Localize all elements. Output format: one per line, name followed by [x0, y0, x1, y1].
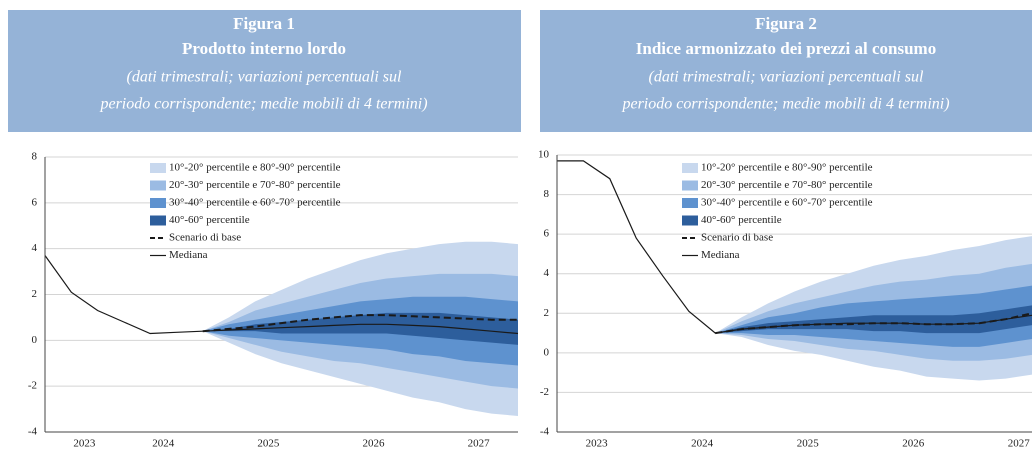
chart-note: periodo corrispondente; medie mobili di …	[621, 96, 949, 113]
legend-swatch	[150, 180, 166, 191]
legend-label: 20°-30° percentile e 70°-80° percentile	[701, 179, 873, 191]
x-tick-label: 2023	[73, 438, 96, 450]
legend-label: 10°-20° percentile e 80°-90° percentile	[169, 162, 341, 174]
legend-swatch	[682, 180, 698, 191]
x-tick-label: 2026	[902, 438, 925, 450]
legend-label: 30°-40° percentile e 60°-70° percentile	[701, 197, 873, 209]
x-tick-label: 2027	[1008, 438, 1031, 450]
legend-label: 40°-60° percentile	[701, 214, 782, 226]
x-tick-label: 2025	[257, 438, 280, 450]
legend-swatch	[150, 215, 166, 226]
legend-swatch	[150, 163, 166, 173]
y-tick-label: -4	[28, 426, 38, 438]
chart-title: Figura 1	[233, 14, 295, 33]
legend-label: 30°-40° percentile e 60°-70° percentile	[169, 197, 341, 209]
y-tick-label: 0	[544, 346, 550, 358]
chart-subtitle: Prodotto interno lordo	[182, 39, 346, 58]
y-tick-label: -2	[28, 380, 37, 392]
y-tick-label: 4	[544, 267, 550, 279]
y-tick-label: 2	[32, 288, 38, 300]
y-tick-label: -2	[540, 386, 549, 398]
series-line	[202, 314, 518, 333]
series-line	[557, 160, 1032, 334]
legend-label: 40°-60° percentile	[169, 214, 250, 226]
chart-subtitle: Indice armonizzato dei prezzi al consumo	[636, 39, 936, 58]
header-box	[540, 10, 1032, 132]
y-tick-label: 0	[32, 334, 38, 346]
y-tick-label: 8	[544, 188, 550, 200]
y-tick-label: 4	[32, 242, 38, 254]
y-tick-label: 10	[538, 149, 550, 161]
chart-note: (dati trimestrali; variazioni percentual…	[649, 69, 925, 86]
chart-note: periodo corrispondente; medie mobili di …	[99, 96, 427, 113]
legend-label: Mediana	[701, 249, 740, 261]
x-tick-label: 2024	[152, 438, 175, 450]
legend-swatch	[682, 163, 698, 173]
series-line	[44, 255, 519, 335]
y-tick-label: -4	[540, 426, 550, 438]
x-tick-label: 2024	[691, 438, 714, 450]
y-tick-label: 8	[32, 151, 38, 163]
legend-label: 20°-30° percentile e 70°-80° percentile	[169, 179, 341, 191]
legend-label: Mediana	[169, 249, 208, 261]
chart-note: (dati trimestrali; variazioni percentual…	[127, 69, 403, 86]
legend-swatch	[682, 198, 698, 208]
y-tick-label: 2	[544, 307, 550, 319]
x-tick-label: 2023	[586, 438, 609, 450]
x-tick-label: 2026	[362, 438, 385, 450]
legend-swatch	[682, 215, 698, 226]
y-tick-label: 6	[544, 228, 550, 240]
x-tick-label: 2025	[797, 438, 820, 450]
chart-title: Figura 2	[755, 14, 817, 33]
legend-swatch	[150, 198, 166, 208]
x-tick-label: 2027	[468, 438, 491, 450]
fan-band	[202, 312, 518, 345]
header-box	[8, 10, 521, 132]
legend-label: Scenario di base	[701, 232, 773, 244]
legend-label: 10°-20° percentile e 80°-90° percentile	[701, 162, 873, 174]
y-tick-label: 6	[32, 196, 38, 208]
legend-label: Scenario di base	[169, 232, 241, 244]
